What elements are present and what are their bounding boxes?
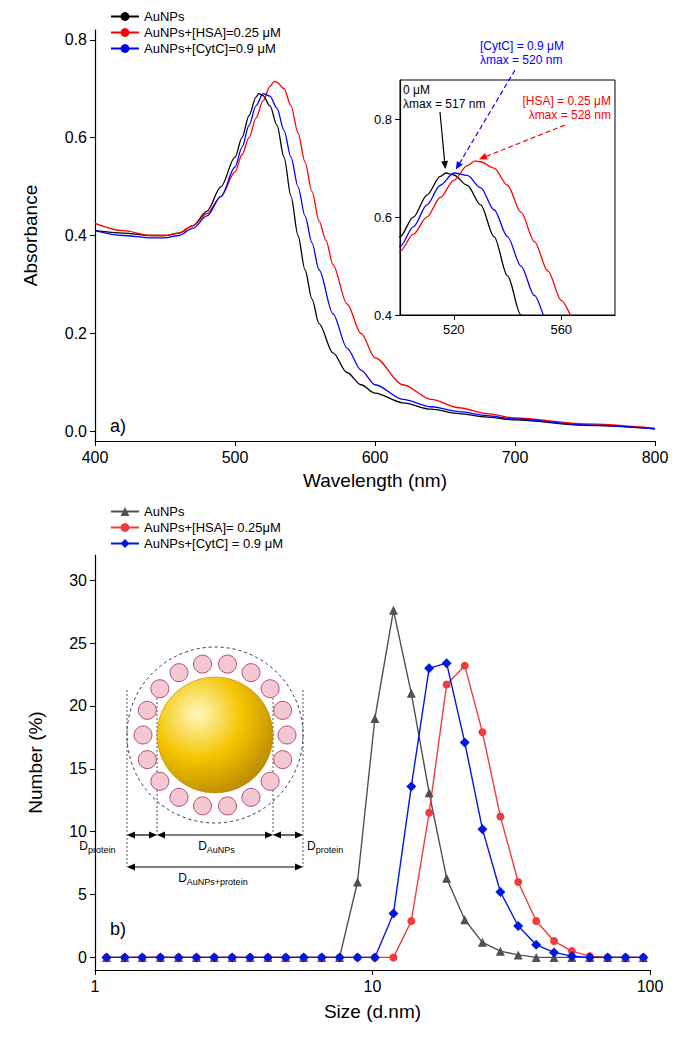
svg-text:λmax = 528 nm: λmax = 528 nm <box>529 108 611 122</box>
svg-text:0.0: 0.0 <box>65 423 87 440</box>
svg-text:560: 560 <box>550 322 572 337</box>
svg-text:AuNPs+[HSA]= 0.25μM: AuNPs+[HSA]= 0.25μM <box>144 520 281 535</box>
svg-text:520: 520 <box>443 322 465 337</box>
svg-text:Size (d.nm): Size (d.nm) <box>324 1001 421 1022</box>
svg-text:100: 100 <box>637 978 664 995</box>
svg-text:a): a) <box>110 416 126 436</box>
svg-text:0 μM: 0 μM <box>403 83 430 97</box>
svg-text:AuNPs+[CytC]=0.9 μM: AuNPs+[CytC]=0.9 μM <box>144 41 276 56</box>
svg-text:protein: protein <box>316 845 344 855</box>
svg-text:700: 700 <box>502 449 529 466</box>
svg-text:D: D <box>79 839 88 853</box>
svg-text:0.2: 0.2 <box>65 325 87 342</box>
svg-text:0.8: 0.8 <box>65 31 87 48</box>
svg-text:protein: protein <box>88 845 116 855</box>
svg-text:AuNPs: AuNPs <box>144 9 185 24</box>
svg-text:800: 800 <box>642 449 669 466</box>
svg-text:25: 25 <box>69 635 87 652</box>
svg-text:AuNPs+[HSA]=0.25 μM: AuNPs+[HSA]=0.25 μM <box>144 25 281 40</box>
svg-text:D: D <box>178 871 187 885</box>
svg-text:AuNPs+[CytC] = 0.9 μM: AuNPs+[CytC] = 0.9 μM <box>144 536 283 551</box>
svg-text:AuNPs: AuNPs <box>207 845 236 855</box>
svg-text:[CytC] = 0.9 μM: [CytC] = 0.9 μM <box>480 39 564 53</box>
svg-text:500: 500 <box>222 449 249 466</box>
svg-text:5: 5 <box>78 886 87 903</box>
svg-text:AuNPs: AuNPs <box>144 504 185 519</box>
svg-text:10: 10 <box>69 823 87 840</box>
svg-text:0.4: 0.4 <box>65 227 87 244</box>
svg-text:Number (%): Number (%) <box>25 711 46 813</box>
svg-text:[HSA] = 0.25 μM: [HSA] = 0.25 μM <box>522 94 611 108</box>
svg-text:1: 1 <box>91 978 100 995</box>
svg-text:400: 400 <box>82 449 109 466</box>
svg-text:AuNPs+protein: AuNPs+protein <box>187 877 248 887</box>
svg-text:λmax = 517 nm: λmax = 517 nm <box>403 97 485 111</box>
svg-text:15: 15 <box>69 760 87 777</box>
svg-text:0.4: 0.4 <box>374 308 392 323</box>
svg-text:λmax = 520 nm: λmax = 520 nm <box>480 53 562 67</box>
svg-text:Wavelength (nm): Wavelength (nm) <box>303 470 447 491</box>
svg-text:D: D <box>198 839 207 853</box>
svg-text:b): b) <box>110 919 126 939</box>
svg-text:0.8: 0.8 <box>374 112 392 127</box>
svg-text:0: 0 <box>78 949 87 966</box>
svg-text:30: 30 <box>69 572 87 589</box>
svg-text:20: 20 <box>69 697 87 714</box>
svg-text:10: 10 <box>364 978 382 995</box>
svg-text:0.6: 0.6 <box>65 129 87 146</box>
svg-text:D: D <box>307 839 316 853</box>
svg-text:0.6: 0.6 <box>374 210 392 225</box>
svg-text:Absorbance: Absorbance <box>20 185 41 286</box>
svg-text:600: 600 <box>362 449 389 466</box>
